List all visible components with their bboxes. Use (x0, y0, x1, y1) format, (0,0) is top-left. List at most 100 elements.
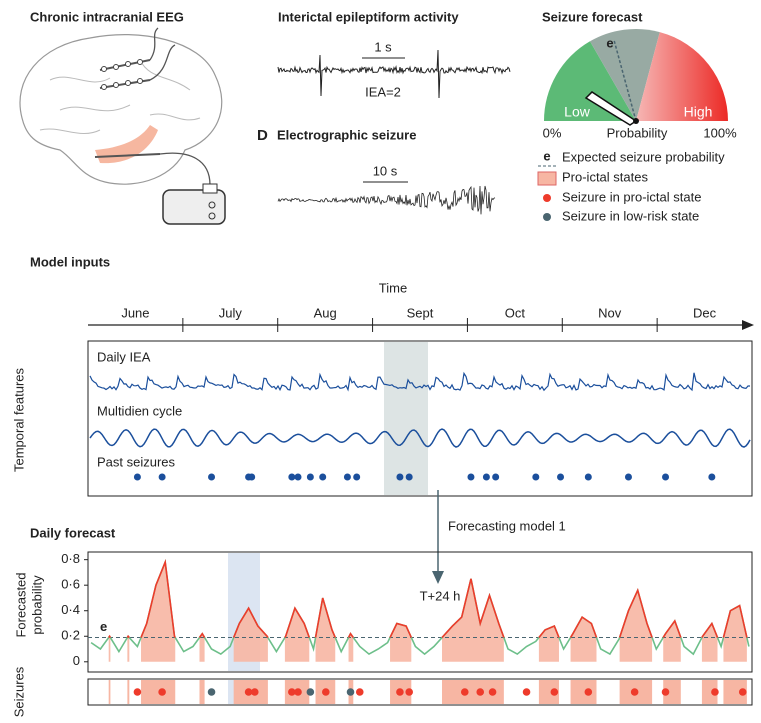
month-label: Nov (598, 305, 622, 320)
y-tick-label: 0 (73, 653, 80, 668)
past-seizure (708, 473, 716, 481)
pro-ictal-area (701, 623, 718, 662)
panel-title: Chronic intracranial EEG (30, 9, 184, 24)
pro-ictal-line (232, 606, 269, 638)
pro-ictal-line (108, 634, 112, 639)
time-arrow (742, 320, 754, 330)
gauge-axis-label: Probability (607, 125, 668, 140)
pro-ictal-line (198, 632, 206, 639)
pro-ictal-line (569, 615, 598, 638)
seizure-dot (661, 688, 670, 696)
seizure-dot (306, 688, 315, 696)
seizure-dot (158, 688, 166, 696)
pro-ictal-area (127, 636, 130, 662)
legend-label: Expected seizure probability (562, 149, 725, 164)
feature-label: Multidien cycle (97, 403, 182, 418)
gauge-max: 100% (703, 125, 737, 140)
pro-ictal-area (570, 617, 597, 662)
pro-ictal-line (618, 587, 653, 638)
month-label: Sept (407, 305, 434, 320)
seizure-dot (711, 688, 719, 696)
legend-symbol: e (543, 148, 550, 163)
gauge-min: 0% (543, 125, 562, 140)
past-seizure (405, 473, 413, 481)
threshold-label: e (100, 619, 107, 634)
legend-swatch (537, 171, 557, 186)
scale-label: 1 s (374, 39, 392, 54)
seizure-dot (630, 688, 639, 696)
legend-swatch (543, 194, 551, 202)
pro-ictal-line (140, 559, 176, 638)
pro-ictal-area (663, 620, 681, 662)
seizure-dot (476, 688, 485, 696)
month-label: Aug (314, 305, 337, 320)
features-box (87, 340, 753, 497)
gauge-high: High (684, 104, 713, 120)
pro-ictal-area (108, 636, 111, 662)
eeg-trace (277, 185, 496, 215)
past-seizure (158, 473, 166, 481)
pro-ictal-line (389, 622, 413, 638)
legend-label: Seizure in low-risk state (562, 208, 699, 223)
y-axis-label: probability (29, 575, 44, 635)
pro-ictal-band (199, 680, 205, 704)
seizure-dot (405, 688, 413, 696)
eeg-trace (277, 49, 511, 99)
seizure-dot (460, 688, 469, 696)
past-seizure (467, 473, 475, 481)
brain-illustration (19, 27, 226, 225)
pro-ictal-area (538, 626, 559, 662)
past-seizure (482, 473, 490, 481)
time-label: Time (379, 280, 407, 295)
model-label: Forecasting model 1 (448, 518, 566, 533)
past-seizure (662, 473, 670, 481)
pro-ictal-line (284, 606, 311, 638)
past-seizure (133, 473, 141, 481)
pro-ictal-line (347, 632, 354, 639)
seizure-dot (244, 688, 253, 696)
past-seizure (343, 473, 351, 481)
seizure-dot (522, 688, 531, 696)
past-seizure (353, 473, 361, 481)
scale-label: 10 s (373, 163, 398, 178)
pro-ictal-area (348, 633, 354, 662)
pro-ictal-line (441, 578, 505, 639)
multidien-line (89, 428, 751, 448)
y-tick-label: 0·6 (61, 577, 80, 592)
y-tick-label: 0·8 (61, 551, 80, 566)
seizure-dot (322, 688, 330, 696)
feature-label: Past seizures (97, 454, 176, 469)
y-axis-label: Forecasted (13, 572, 28, 637)
pro-ictal-band (108, 680, 111, 704)
seizure-dot (738, 688, 747, 696)
seizure-dot (346, 688, 355, 696)
pro-ictal-band (141, 680, 176, 704)
legend-label: Seizure in pro-ictal state (562, 189, 701, 204)
pro-ictal-line (701, 621, 719, 638)
panel-title: Interictal epileptiform activity (278, 9, 459, 24)
legend: e Expected seizure probability Pro-ictal… (537, 148, 725, 223)
model-arrow-head (432, 571, 444, 584)
seizure-dot (288, 688, 296, 696)
legend-swatch (543, 213, 551, 221)
legend-label: Pro-ictal states (562, 169, 648, 184)
side-label: Temporal features (11, 367, 26, 472)
seizure-row-label: Seizures (11, 666, 26, 717)
gauge-low: Low (564, 104, 591, 120)
month-label: Dec (693, 305, 717, 320)
seizure-dot (355, 688, 364, 696)
pro-ictal-area (619, 590, 653, 662)
y-tick-label: 0·4 (61, 602, 80, 617)
panel-title: Seizure forecast (542, 9, 643, 24)
pro-ictal-line (722, 604, 748, 638)
past-seizure (532, 473, 540, 481)
iea-label: IEA=2 (365, 84, 401, 99)
past-seizure (319, 473, 327, 481)
gauge-marker: e (606, 35, 613, 50)
seizure-dot (294, 688, 302, 696)
past-seizure (208, 473, 216, 481)
pro-ictal-band (663, 680, 681, 704)
month-label: June (121, 305, 149, 320)
highlight-band (384, 342, 428, 495)
